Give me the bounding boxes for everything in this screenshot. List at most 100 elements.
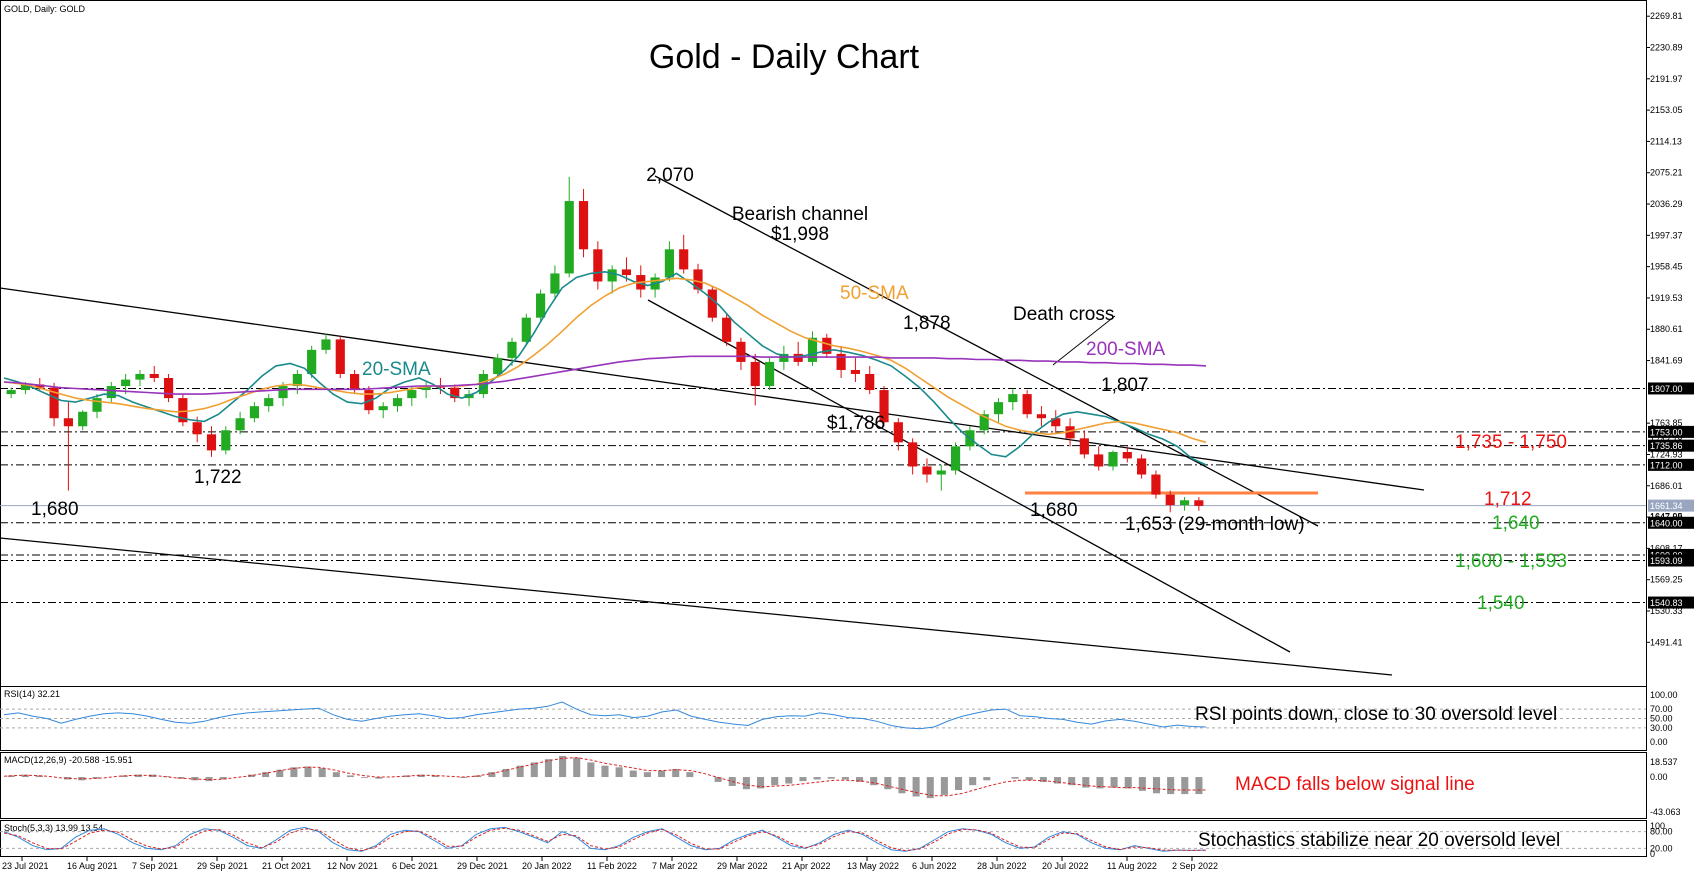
x-tick-label: 20 Jul 2022 — [1042, 861, 1089, 871]
y-tick-label: 2036.29 — [1650, 199, 1683, 209]
label-200-sma: 200-SMA — [1086, 339, 1166, 360]
panel-y-tick-label: 70.00 — [1650, 704, 1673, 714]
candle-body — [78, 411, 88, 427]
x-tick-label: 29 Sep 2021 — [197, 861, 248, 871]
panel-y-tick-label: 100.00 — [1650, 690, 1678, 700]
panel-y-tick-label: 100 — [1650, 821, 1665, 831]
x-tick-label: 21 Apr 2022 — [782, 861, 831, 871]
candle-body — [707, 289, 717, 318]
y-tick-label: 2153.05 — [1650, 105, 1683, 115]
candle-body — [621, 269, 632, 276]
candle-body — [249, 406, 259, 419]
x-tick-label: 29 Dec 2021 — [457, 861, 508, 871]
macd-signal-line — [3, 757, 1206, 797]
candle-body — [235, 418, 245, 431]
candle-body — [807, 337, 818, 362]
panel-y-tick-label: 0.00 — [1650, 772, 1668, 782]
x-tick-label: 20 Jan 2022 — [522, 861, 572, 871]
panel-y-tick-label: 80.00 — [1650, 827, 1673, 837]
candle-body — [20, 384, 31, 391]
candle-body — [1194, 500, 1204, 506]
y-tick-label: 1880.61 — [1650, 324, 1683, 334]
candle-body — [92, 398, 102, 412]
price-tag-box — [1648, 458, 1694, 471]
candle-body — [493, 357, 503, 374]
x-tick-label: 29 Mar 2022 — [717, 861, 768, 871]
y-tick-label: 1919.53 — [1650, 293, 1683, 303]
horizontal-levels — [0, 387, 1646, 604]
panel-y-tick-label: 30.00 — [1650, 723, 1673, 733]
x-tick-label: 6 Dec 2021 — [392, 861, 438, 871]
level-1640-label: 1,640 — [1492, 513, 1540, 534]
x-tick-label: 11 Feb 2022 — [587, 861, 637, 871]
candle-body — [1022, 394, 1032, 415]
y-tick-label: 1958.45 — [1650, 262, 1683, 272]
y-tick-label: 1841.69 — [1650, 356, 1683, 366]
candle-body — [750, 361, 760, 387]
y-tick-label: 2075.21 — [1650, 168, 1683, 178]
label-1680-mid: 1,680 — [1030, 500, 1078, 521]
stoch-annotation: Stochastics stabilize near 20 oversold l… — [1198, 830, 1560, 851]
price-tags: 1807.00 1753.00 1735.86 1712.00 1661.34 1640.… — [1648, 382, 1694, 609]
price-tag-label: 1540.83 — [1650, 598, 1683, 608]
label-1807: 1,807 — [1101, 375, 1149, 396]
sma-line-20-sma — [3, 270, 1207, 466]
candle-body — [163, 378, 174, 399]
candle-body — [1036, 414, 1047, 419]
candle-body — [578, 201, 589, 250]
price-tag-box — [1648, 554, 1694, 567]
candle-body — [278, 386, 288, 399]
candle-body — [1122, 452, 1132, 459]
label-1722: 1,722 — [194, 467, 242, 488]
candle-body — [908, 442, 918, 467]
candle-body — [1008, 394, 1018, 403]
candle-body — [1108, 452, 1118, 467]
candle-body — [421, 386, 431, 391]
stoch-k-line — [3, 826, 1207, 852]
price-tag-label: 1735.86 — [1650, 441, 1683, 451]
rsi-annotation: RSI points down, close to 30 oversold le… — [1195, 704, 1557, 725]
stoch-panel-frame — [0, 820, 1647, 857]
candle-body — [722, 317, 732, 342]
candle-body — [307, 349, 317, 374]
x-tick-label: 12 Nov 2021 — [327, 861, 378, 871]
x-tick-label: 16 Aug 2021 — [67, 861, 118, 871]
candle-body — [178, 398, 188, 423]
macd-annotation: MACD falls below signal line — [1235, 774, 1475, 795]
macd-panel-frame — [0, 752, 1647, 819]
long-support-trendline — [0, 537, 1393, 676]
label-1878: 1,878 — [903, 313, 951, 334]
candle-body — [822, 337, 832, 354]
panel-y-tick-label: 20.00 — [1650, 843, 1673, 853]
candle-body — [350, 373, 360, 391]
panel-y-tick-label: 0 — [1650, 849, 1655, 859]
candle-body — [206, 434, 217, 451]
label-1786: $1,786 — [827, 413, 885, 434]
x-tick-label: 23 Jul 2021 — [2, 861, 49, 871]
level-1712-label: 1,712 — [1484, 489, 1532, 510]
candle-body — [435, 386, 446, 388]
candle-body — [407, 390, 417, 399]
price-tag-label: 1661.34 — [1650, 501, 1683, 511]
candle-body — [378, 406, 388, 411]
candle-body — [593, 249, 603, 282]
candle-body — [1079, 438, 1089, 455]
moving-averages — [3, 270, 1207, 466]
rsi-label: RSI(14) 32.21 — [4, 689, 60, 699]
candle-body — [693, 269, 703, 290]
candle-body — [979, 414, 989, 431]
candle-body — [35, 384, 45, 388]
label-2070: 2,070 — [646, 165, 694, 186]
y-tick-label: 1530.33 — [1650, 606, 1683, 616]
y-tick-label: 1569.25 — [1650, 575, 1683, 585]
y-tick-label: 1724.93 — [1650, 449, 1683, 459]
price-tag-box — [1648, 516, 1694, 529]
label-death-cross: Death cross — [1013, 304, 1114, 325]
level-1600-1593-label: 1,600 - 1,593 — [1455, 551, 1567, 572]
candle-body — [6, 390, 16, 395]
candle-body — [1179, 500, 1190, 506]
candle-body — [564, 201, 574, 274]
candle-body — [865, 373, 875, 391]
